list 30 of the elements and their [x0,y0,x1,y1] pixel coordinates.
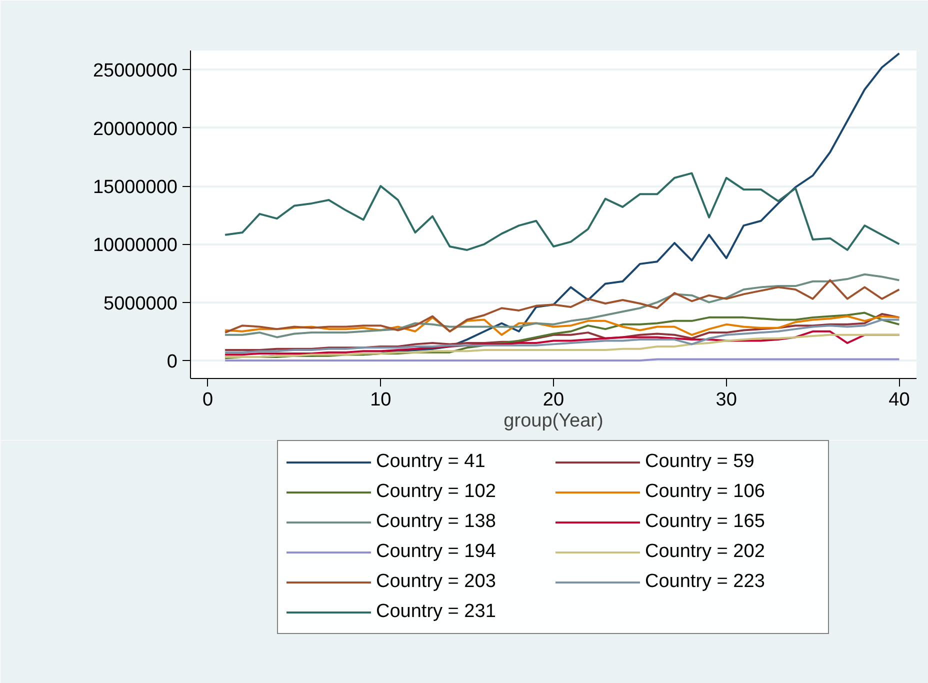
line-series [224,312,900,360]
y-tick-label: 25000000 [92,60,178,82]
legend-label: Country = 102 [376,480,497,504]
y-tick-label: 10000000 [92,235,178,256]
line-series [224,172,900,251]
line-series [224,318,900,354]
legend-label: Country = 106 [645,480,766,504]
x-tick-label: 40 [888,390,910,410]
y-tick-label: 0 [166,351,178,372]
legend-label: Country = 203 [376,570,497,594]
legend-label: Country = 231 [376,600,497,624]
legend-label: Country = 223 [645,570,766,594]
line-series [224,312,900,352]
legend-label: Country = 202 [645,540,766,564]
x-axis-title: group(Year) [504,410,604,432]
x-tick-label: 30 [716,390,737,410]
y-tick-label: 5000000 [104,293,178,314]
legend-label: Country = 138 [376,510,497,534]
x-tick-label: 20 [542,390,564,410]
x-tick-label: 0 [202,390,214,410]
y-tick-label: 20000000 [92,118,178,140]
legend-label: Country = 194 [376,540,497,564]
legend-label: Country = 165 [645,510,766,534]
line-series [224,279,900,334]
line-series [224,273,900,338]
legend-label: Country = 41 [376,450,486,474]
legend-label: Country = 59 [645,450,756,474]
x-tick-label: 10 [370,390,392,410]
line-series [224,315,900,336]
y-tick-label: 15000000 [92,177,178,198]
